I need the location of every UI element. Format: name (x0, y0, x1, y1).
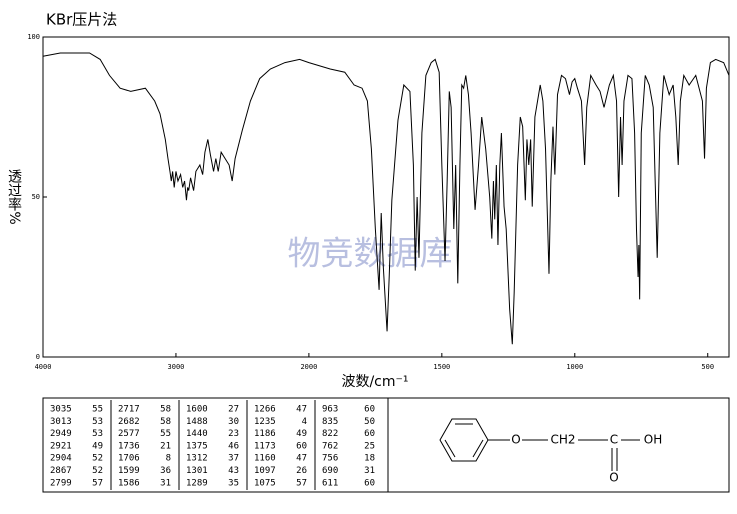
peak-wavenumber: 1312 (186, 454, 208, 464)
peak-transmittance: 60 (364, 405, 375, 415)
peak-transmittance: 43 (228, 466, 239, 476)
atom-label: C (610, 433, 618, 447)
peak-transmittance: 26 (296, 466, 307, 476)
peak-transmittance: 58 (160, 417, 171, 427)
peak-transmittance: 57 (296, 478, 307, 488)
peak-transmittance: 55 (92, 405, 103, 415)
peak-transmittance: 55 (160, 429, 171, 439)
watermark: 物竞数据库 (288, 234, 453, 273)
peak-wavenumber: 963 (322, 405, 338, 415)
y-tick-label: 50 (32, 193, 40, 201)
x-tick-label: 2000 (300, 363, 317, 371)
atom-label: O (609, 471, 618, 485)
peak-wavenumber: 3013 (50, 417, 72, 427)
x-axis-label: 波数/cm⁻¹ (341, 374, 408, 390)
peak-wavenumber: 1075 (254, 478, 276, 488)
peak-transmittance: 21 (160, 441, 171, 451)
peak-transmittance: 30 (228, 417, 239, 427)
peak-wavenumber: 611 (322, 478, 338, 488)
peak-transmittance: 58 (160, 405, 171, 415)
peak-transmittance: 23 (228, 429, 239, 439)
peak-wavenumber: 2717 (118, 405, 140, 415)
peak-transmittance: 46 (228, 441, 239, 451)
x-tick-label: 1000 (566, 363, 583, 371)
peak-wavenumber: 1186 (254, 429, 276, 439)
peak-transmittance: 49 (296, 429, 307, 439)
peak-wavenumber: 1289 (186, 478, 208, 488)
peak-transmittance: 31 (364, 466, 375, 476)
x-tick-label: 1500 (433, 363, 450, 371)
y-axis-label: 透过率% (6, 169, 22, 224)
peak-transmittance: 60 (296, 441, 307, 451)
ring-bond (444, 439, 456, 458)
peak-transmittance: 35 (228, 478, 239, 488)
x-tick-label: 500 (701, 363, 714, 371)
structure-drawing (439, 418, 640, 471)
y-tick-label: 100 (27, 33, 40, 41)
peak-wavenumber: 835 (322, 417, 338, 427)
peak-wavenumber: 1235 (254, 417, 276, 427)
peak-wavenumber: 2949 (50, 429, 72, 439)
peak-transmittance: 57 (92, 478, 103, 488)
peak-transmittance: 47 (296, 454, 307, 464)
peak-wavenumber: 2682 (118, 417, 140, 427)
peak-transmittance: 8 (166, 454, 171, 464)
peak-wavenumber: 762 (322, 441, 338, 451)
peak-transmittance: 50 (364, 417, 375, 427)
peak-transmittance: 27 (228, 405, 239, 415)
atom-label: CH2 (550, 433, 575, 447)
ring-bond (472, 439, 484, 458)
peak-wavenumber: 1375 (186, 441, 208, 451)
peak-transmittance: 53 (92, 417, 103, 427)
peak-wavenumber: 2799 (50, 478, 72, 488)
spectrum-line (42, 52, 730, 345)
peak-wavenumber: 1736 (118, 441, 140, 451)
peak-transmittance: 37 (228, 454, 239, 464)
peak-transmittance: 25 (364, 441, 375, 451)
peak-transmittance: 47 (296, 405, 307, 415)
peak-wavenumber: 690 (322, 466, 338, 476)
peak-wavenumber: 1600 (186, 405, 208, 415)
peak-wavenumber: 3035 (50, 405, 72, 415)
peak-transmittance: 60 (364, 429, 375, 439)
peak-transmittance: 4 (302, 417, 307, 427)
table-frame (42, 397, 730, 493)
peak-transmittance: 36 (160, 466, 171, 476)
x-tick-label: 4000 (35, 363, 52, 371)
peak-wavenumber: 1440 (186, 429, 208, 439)
peak-transmittance: 31 (160, 478, 171, 488)
peak-wavenumber: 1586 (118, 478, 140, 488)
peak-transmittance: 53 (92, 429, 103, 439)
peak-wavenumber: 2904 (50, 454, 72, 464)
peak-transmittance: 49 (92, 441, 103, 451)
peak-wavenumber: 2867 (50, 466, 72, 476)
chart-title: KBr压片法 (46, 11, 117, 29)
peak-wavenumber: 822 (322, 429, 338, 439)
atom-label: O (511, 433, 520, 447)
peak-wavenumber: 1173 (254, 441, 276, 451)
peak-wavenumber: 2921 (50, 441, 72, 451)
atom-label: OH (644, 433, 662, 447)
peak-wavenumber: 1160 (254, 454, 276, 464)
peak-wavenumber: 2577 (118, 429, 140, 439)
y-tick-label: 0 (36, 353, 40, 361)
peak-wavenumber: 756 (322, 454, 338, 464)
x-tick-label: 3000 (168, 363, 185, 371)
peak-wavenumber: 1266 (254, 405, 276, 415)
peak-wavenumber: 1301 (186, 466, 208, 476)
peak-transmittance: 60 (364, 478, 375, 488)
peak-wavenumber: 1488 (186, 417, 208, 427)
peak-wavenumber: 1599 (118, 466, 140, 476)
peak-wavenumber: 1706 (118, 454, 140, 464)
peak-transmittance: 52 (92, 454, 103, 464)
benzene-ring (439, 418, 489, 462)
peak-wavenumber: 1097 (254, 466, 276, 476)
peak-transmittance: 52 (92, 466, 103, 476)
peak-transmittance: 18 (364, 454, 375, 464)
